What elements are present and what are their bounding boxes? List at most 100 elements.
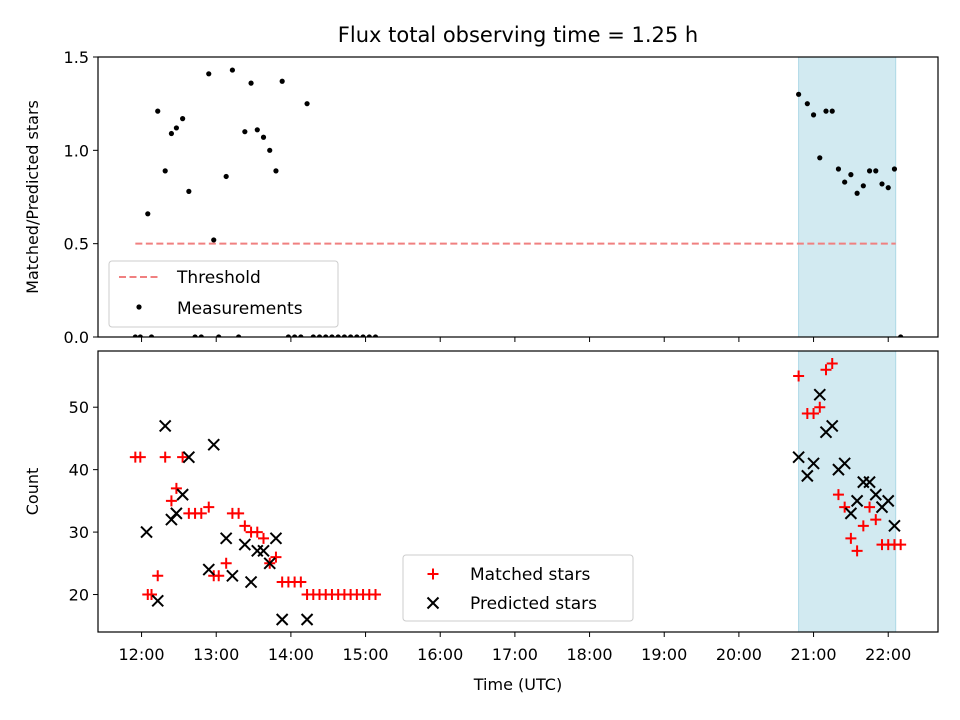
y-axis-label: Matched/Predicted stars [23,100,42,294]
legend-matched-swatch [427,568,439,580]
x-tick-label: 15:00 [343,645,389,664]
y-tick-label: 40 [69,461,89,480]
data-point [159,451,171,463]
x-tick-label: 17:00 [492,645,538,664]
data-point [832,489,844,501]
data-point [242,129,248,135]
data-point [835,166,842,172]
data-point [870,514,882,526]
data-point [273,168,279,174]
data-point [279,78,285,84]
series-predicted-stars [140,388,901,626]
data-point [211,237,217,243]
data-point [808,407,820,419]
data-point [885,185,891,191]
data-point [258,532,270,544]
data-point [807,457,820,470]
data-point [251,526,263,538]
data-point [292,334,298,337]
data-point [140,525,153,539]
data-point [137,334,143,337]
y-tick-label: 0.5 [64,235,89,254]
data-point [170,507,183,520]
data-point [229,67,235,73]
data-point [134,451,146,463]
data-point [202,563,215,576]
data-point [860,183,866,189]
data-point [260,134,267,140]
data-point [162,168,168,174]
data-point [854,190,860,196]
data-point [257,544,270,558]
data-point [844,507,858,520]
data-point [850,494,864,508]
legend: Threshold Measurements [108,260,339,328]
data-point [269,532,283,545]
data-point [238,538,252,551]
data-point [213,570,225,582]
data-point [219,532,233,545]
chart-title: Flux total observing time = 1.25 h [338,23,698,47]
data-point [360,334,366,337]
data-point [370,589,382,601]
y-tick-label: 30 [69,523,89,542]
data-point [366,334,372,337]
data-point [151,594,164,607]
data-point [203,501,215,513]
data-point [223,173,229,180]
data-point [270,551,282,563]
data-point [323,334,329,337]
data-point [810,112,817,118]
series-matched-stars [129,357,907,601]
axes-frame [97,56,939,338]
legend-box [402,554,634,622]
legend-measurement-swatch [136,304,142,310]
data-point [801,469,814,483]
data-point [177,451,189,463]
data-point [891,166,898,172]
x-tick-label: 21:00 [791,645,837,664]
data-point [857,520,869,532]
data-point [254,127,260,133]
y-axis-label: Count [23,468,42,516]
series-measurements [132,67,904,337]
data-point [838,457,851,470]
data-point [226,569,239,583]
x-tick-label: 13:00 [193,645,239,664]
x-tick-label: 19:00 [641,645,687,664]
data-point [186,188,192,194]
data-point [820,364,832,376]
data-point [895,539,907,551]
data-point [864,501,876,513]
data-point [310,334,316,337]
data-point [823,108,829,114]
legend-entry-measurements: Measurements [177,299,303,319]
data-point [304,101,310,107]
data-point [873,168,879,174]
x-axis-label: Time (UTC) [473,675,562,694]
data-point [813,388,826,401]
data-point [792,450,805,464]
data-point [839,501,851,513]
plot-area [129,357,907,626]
y-tick-label: 50 [69,398,89,417]
data-point [851,545,863,557]
highlight-span [798,56,897,338]
data-point [866,168,873,174]
data-point [155,108,161,114]
data-point [158,419,172,433]
data-point [248,80,254,86]
highlight-span [798,350,897,633]
data-point [170,482,182,494]
y-tick-label: 0.0 [64,328,89,347]
legend-entry-matched: Matched stars [470,565,590,585]
y-tick-label: 1.5 [64,48,89,67]
axes-frame [97,350,939,633]
data-point [152,570,164,582]
data-point [168,130,175,137]
x-tick-label: 20:00 [716,645,762,664]
data-point [207,438,220,451]
data-point [842,179,848,185]
legend-box [108,260,339,328]
data-point [354,334,360,337]
